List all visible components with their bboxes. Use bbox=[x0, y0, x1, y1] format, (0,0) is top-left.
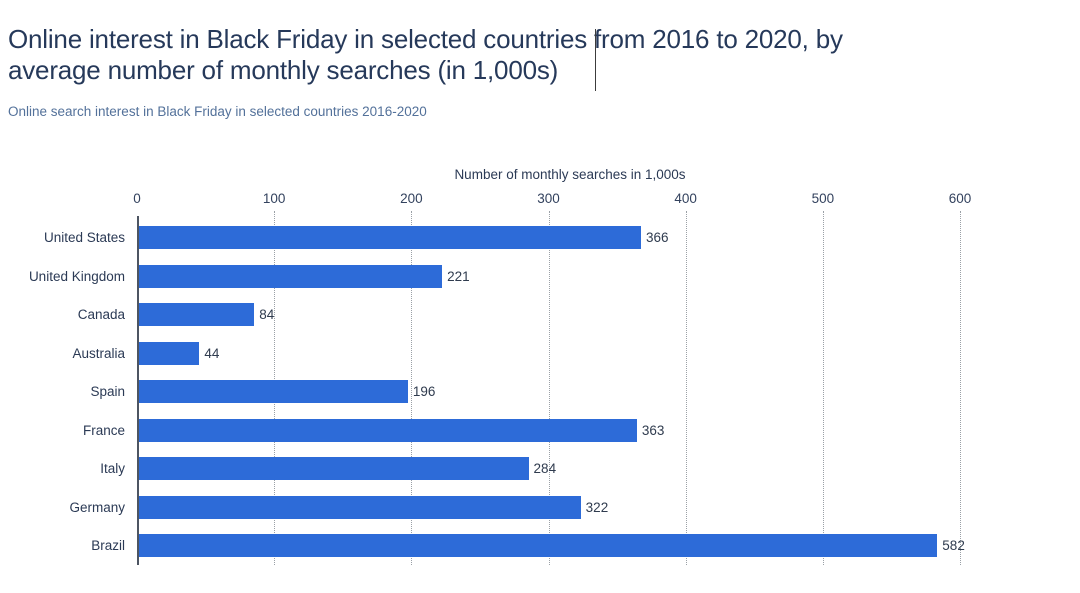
category-label: France bbox=[82, 422, 125, 438]
value-label: 363 bbox=[641, 422, 665, 438]
gridline bbox=[411, 211, 413, 565]
text-cursor-artifact bbox=[595, 29, 596, 91]
value-label: 196 bbox=[412, 384, 436, 400]
y-axis-line bbox=[137, 216, 139, 565]
value-label: 44 bbox=[204, 345, 220, 361]
value-label: 322 bbox=[585, 499, 609, 515]
bar bbox=[139, 457, 529, 481]
bar bbox=[139, 534, 938, 558]
category-label: Spain bbox=[90, 384, 125, 400]
value-label: 284 bbox=[533, 461, 557, 477]
bar bbox=[139, 226, 642, 249]
category-label: United States bbox=[43, 230, 125, 245]
value-label: 221 bbox=[447, 268, 470, 284]
category-label: Italy bbox=[100, 461, 125, 477]
gridline bbox=[548, 211, 550, 565]
category-label: Australia bbox=[72, 345, 125, 361]
x-tick-label: 500 bbox=[811, 191, 835, 206]
page-title: Online interest in Black Friday in selec… bbox=[8, 24, 843, 86]
bar bbox=[139, 303, 255, 327]
bar bbox=[139, 495, 581, 519]
x-tick-label: 600 bbox=[948, 191, 972, 206]
x-tick-label: 100 bbox=[262, 191, 286, 206]
gridline bbox=[685, 211, 687, 565]
bar bbox=[139, 418, 637, 442]
gridline bbox=[960, 211, 961, 565]
value-label: 84 bbox=[259, 307, 275, 323]
chart-subtitle: Online search interest in Black Friday i… bbox=[8, 104, 427, 119]
bar bbox=[139, 264, 443, 288]
bar bbox=[139, 341, 200, 365]
value-label: 582 bbox=[942, 538, 965, 554]
value-label: 366 bbox=[646, 230, 669, 245]
category-label: Canada bbox=[77, 307, 125, 323]
x-tick-label: 300 bbox=[537, 191, 560, 206]
x-tick-label: 0 bbox=[133, 191, 141, 206]
category-label: Brazil bbox=[91, 538, 125, 554]
page-title-line1: Online interest in Black Friday in selec… bbox=[8, 24, 843, 54]
bar bbox=[139, 380, 408, 404]
category-label: Germany bbox=[69, 499, 125, 515]
page-title-line2: average number of monthly searches (in 1… bbox=[8, 55, 559, 85]
gridline bbox=[822, 211, 824, 565]
category-label: United Kingdom bbox=[28, 268, 125, 284]
x-tick-label: 200 bbox=[400, 191, 423, 206]
x-tick-label: 400 bbox=[674, 191, 697, 206]
x-axis-title: Number of monthly searches in 1,000s bbox=[454, 167, 686, 182]
